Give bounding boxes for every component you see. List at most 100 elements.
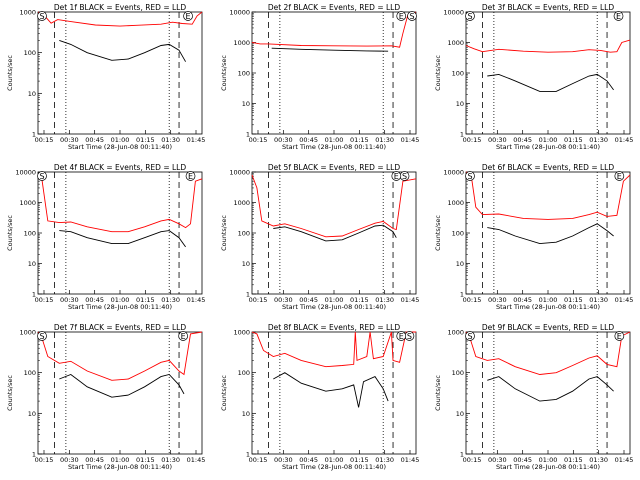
marker-e-label: E	[399, 12, 404, 21]
x-tick-label: 01:15	[136, 136, 155, 144]
x-axis-label: Start Time (28-Jun-08 00:11:40)	[496, 463, 600, 471]
marker-s-label: S	[39, 332, 44, 341]
x-tick-label: 00:30	[274, 296, 293, 304]
x-tick-label: 00:15	[249, 136, 268, 144]
x-tick-label: 01:00	[111, 296, 130, 304]
x-tick-label: 00:30	[488, 136, 507, 144]
y-axis-label: Counts/sec	[434, 375, 442, 411]
marker-s-circle	[37, 11, 47, 21]
x-tick-label: 01:15	[564, 456, 583, 464]
y-tick-label: 10	[456, 410, 464, 418]
y-tick-label: 1	[460, 131, 464, 139]
x-axis-label: Start Time (28-Jun-08 00:11:40)	[496, 143, 600, 151]
plot-frame	[37, 331, 203, 455]
panel-5: Det 5f BLACK = Events, RED = LLD 1 10 100 10…	[220, 163, 419, 311]
x-tick-label: 00:45	[299, 136, 318, 144]
x-tick-label: 01:15	[564, 296, 583, 304]
x-tick-label: 01:30	[589, 456, 608, 464]
x-tick-label: 01:00	[539, 296, 558, 304]
plot-frame	[465, 331, 631, 455]
panel-9: Det 9f BLACK = Events, RED = LLD 1 10 100 10…	[434, 323, 633, 471]
y-tick-label: 10	[28, 90, 36, 98]
x-tick-label: 00:15	[35, 136, 54, 144]
series-lld	[251, 11, 417, 48]
x-tick-label: 01:00	[539, 136, 558, 144]
marker-e-label: E	[617, 172, 622, 181]
marker-e-label: E	[188, 172, 193, 181]
marker-e-circle	[178, 331, 188, 341]
x-tick-label: 01:45	[401, 296, 420, 304]
series-events	[59, 39, 186, 62]
chart-title: Det 8f BLACK = Events, RED = LLD	[268, 323, 401, 332]
marker-e-label: E	[394, 172, 399, 181]
panel-3: Det 3f BLACK = Events, RED = LLD 1 10 100 10…	[434, 3, 633, 151]
y-tick-label: 1	[246, 131, 250, 139]
x-tick-label: 00:45	[513, 296, 532, 304]
chart-title: Det 1f BLACK = Events, RED = LLD	[54, 3, 187, 12]
x-tick-label: 01:30	[375, 456, 394, 464]
x-tick-label: 00:30	[488, 456, 507, 464]
x-tick-label: 00:45	[85, 136, 104, 144]
x-tick-label: 00:15	[463, 136, 482, 144]
marker-e-label: E	[186, 12, 191, 21]
y-tick-label: 1	[32, 451, 36, 459]
y-tick-label: 1000	[447, 39, 464, 47]
x-tick-label: 00:15	[249, 296, 268, 304]
x-tick-label: 01:15	[136, 296, 155, 304]
x-tick-label: 01:15	[350, 456, 369, 464]
x-tick-label: 00:45	[513, 456, 532, 464]
x-tick-label: 01:45	[615, 136, 634, 144]
series-events	[59, 373, 185, 398]
x-tick-label: 01:45	[615, 456, 634, 464]
y-tick-label: 10000	[15, 169, 36, 177]
x-tick-label: 01:00	[325, 136, 344, 144]
marker-e-label: E	[616, 12, 621, 21]
x-axis-label: Start Time (28-Jun-08 00:11:40)	[282, 463, 386, 471]
y-tick-label: 10000	[229, 9, 250, 17]
series-events	[59, 230, 186, 248]
marker-s-circle	[37, 171, 47, 181]
x-tick-label: 01:30	[161, 296, 180, 304]
series-lld	[37, 11, 203, 27]
panel-2: Det 2f BLACK = Events, RED = LLD 1 10 100 10…	[220, 3, 419, 151]
y-tick-label: 100	[452, 230, 464, 238]
marker-s-label: S	[39, 172, 44, 181]
y-axis-label: Counts/sec	[434, 215, 442, 251]
marker-s-label: S	[402, 172, 407, 181]
plot-frame	[251, 11, 417, 135]
x-tick-label: 01:45	[187, 296, 206, 304]
marker-e-circle	[183, 11, 193, 21]
x-tick-label: 01:45	[187, 456, 206, 464]
panel-1: Det 1f BLACK = Events, RED = LLD 1 10 100 10…	[6, 3, 205, 151]
y-tick-label: 10	[28, 410, 36, 418]
x-tick-label: 00:30	[274, 456, 293, 464]
x-axis-label: Start Time (28-Jun-08 00:11:40)	[282, 143, 386, 151]
y-tick-label: 1	[460, 291, 464, 299]
y-tick-label: 100	[24, 230, 36, 238]
x-axis-label: Start Time (28-Jun-08 00:11:40)	[496, 303, 600, 311]
chart-title: Det 3f BLACK = Events, RED = LLD	[482, 3, 615, 12]
y-tick-label: 100	[238, 70, 250, 78]
panel-4: Det 4f BLACK = Events, RED = LLD 1 10 100 10…	[6, 163, 205, 311]
marker-s-label: S	[467, 332, 472, 341]
y-axis-label: Counts/sec	[434, 55, 442, 91]
x-axis-label: Start Time (28-Jun-08 00:11:40)	[68, 143, 172, 151]
y-tick-label: 1000	[447, 329, 464, 337]
marker-s-label: S	[467, 172, 472, 181]
series-lld	[38, 174, 203, 233]
x-tick-label: 00:30	[60, 296, 79, 304]
y-tick-label: 1000	[447, 199, 464, 207]
marker-e-circle	[614, 171, 625, 181]
y-tick-label: 10	[456, 100, 464, 108]
y-axis-label: Counts/sec	[6, 375, 14, 411]
series-lld	[465, 171, 631, 220]
y-tick-label: 100	[238, 230, 250, 238]
y-tick-label: 1	[460, 451, 464, 459]
panel-7: Det 7f BLACK = Events, RED = LLD 1 10 100 10…	[6, 323, 205, 471]
x-tick-label: 01:00	[539, 456, 558, 464]
x-tick-label: 00:15	[463, 456, 482, 464]
y-tick-label: 100	[24, 49, 36, 57]
series-events	[487, 73, 614, 92]
y-tick-label: 100	[238, 369, 250, 377]
